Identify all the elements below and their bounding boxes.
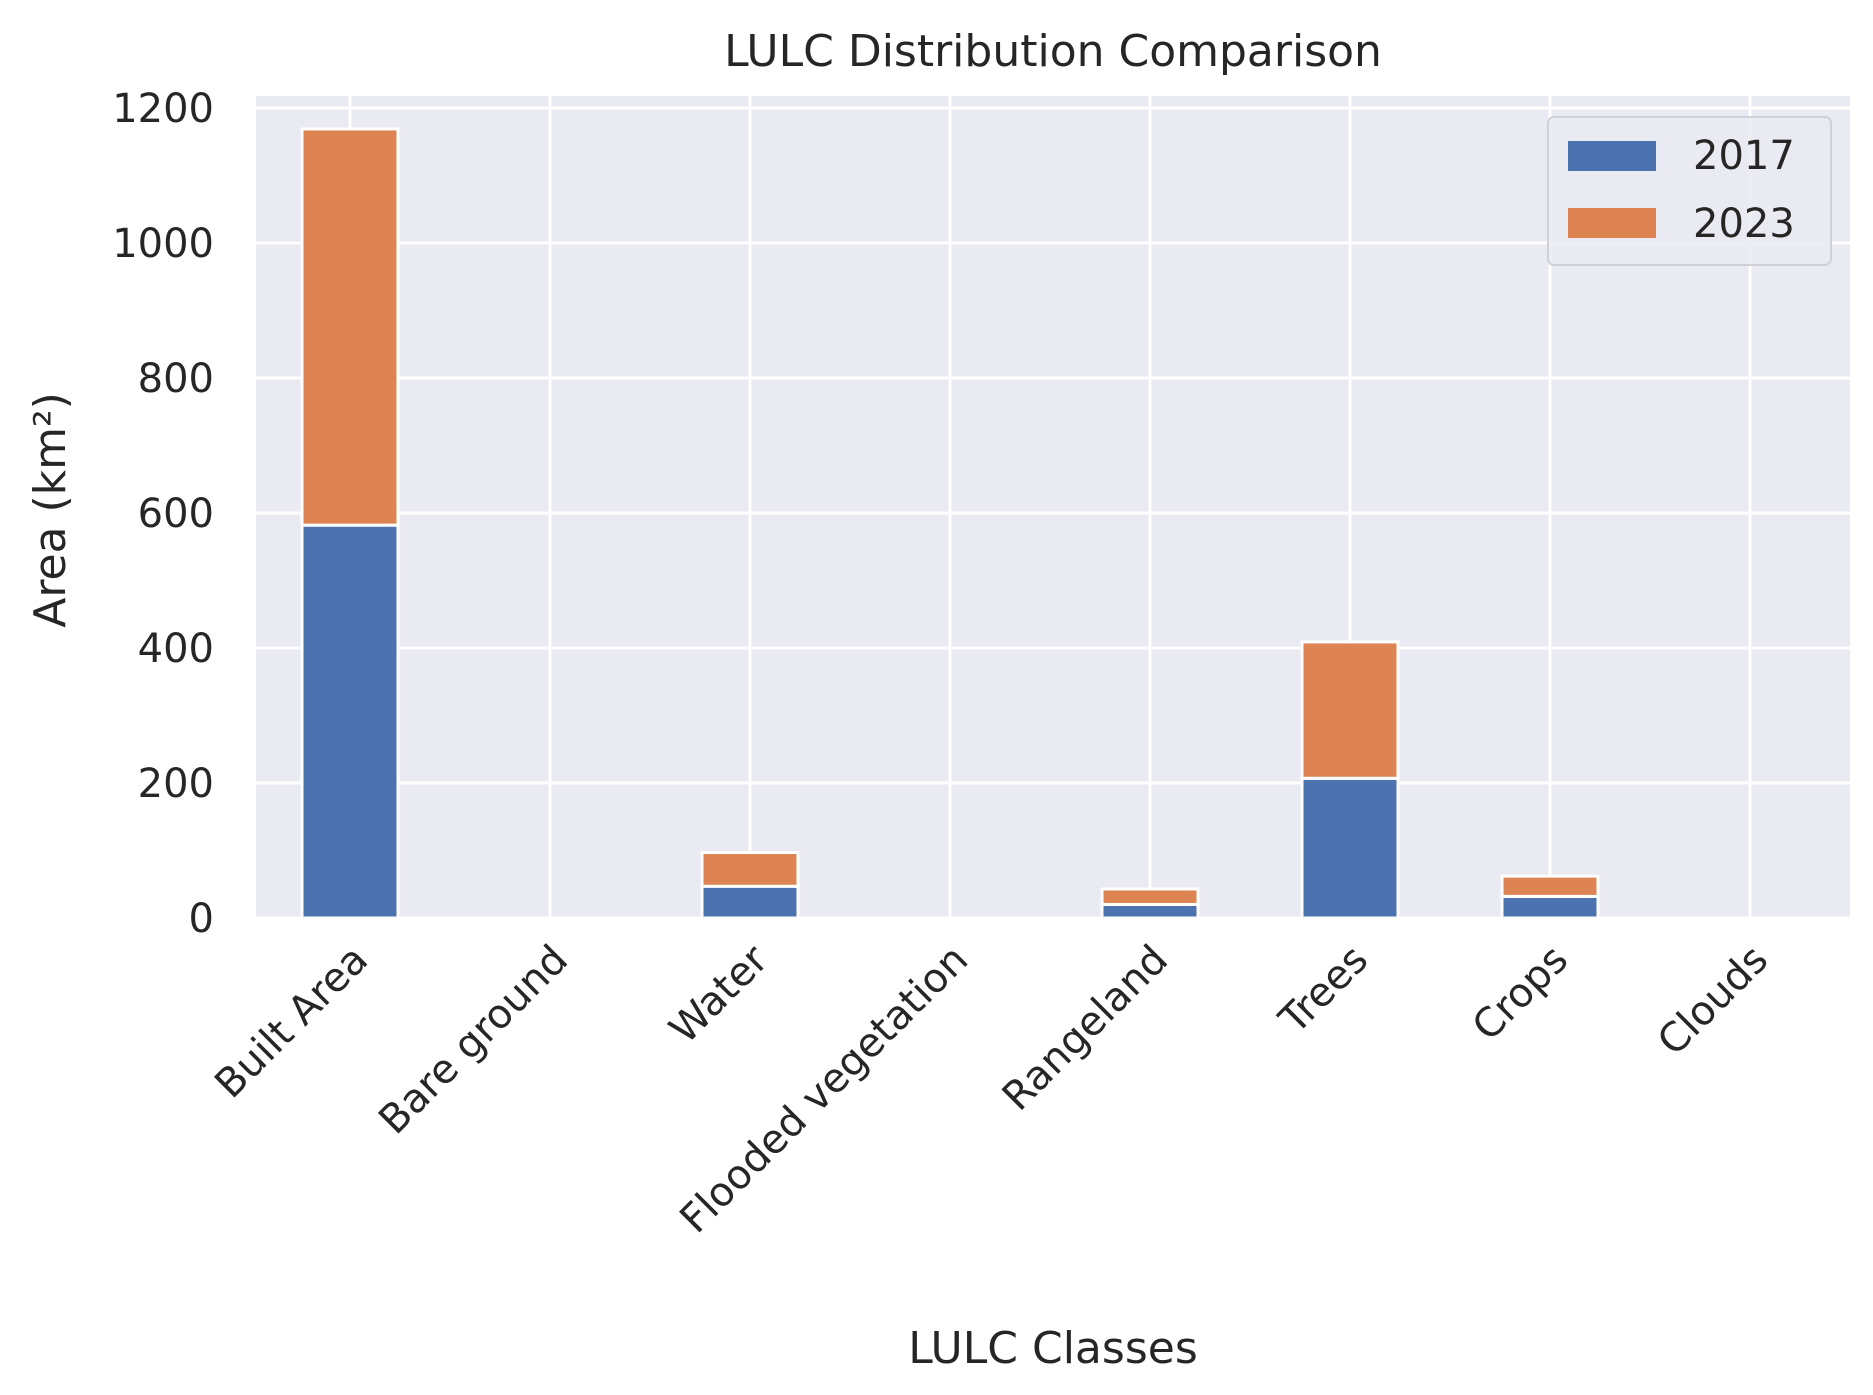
bar-2017 <box>1100 903 1200 920</box>
bar-2023 <box>300 127 400 527</box>
bar-2017 <box>700 884 800 920</box>
legend-label-2017: 2017 <box>1693 133 1795 179</box>
x-axis-label: LULC Classes <box>908 1323 1198 1374</box>
y-tick-labels: 0 200 400 600 800 1000 1200 <box>112 86 214 942</box>
y-tick-label: 1200 <box>112 86 214 132</box>
y-tick-label: 0 <box>189 896 214 942</box>
bar-2017 <box>300 523 400 920</box>
chart-title: LULC Distribution Comparison <box>724 26 1382 77</box>
bar-2023 <box>1300 640 1400 780</box>
y-tick-label: 400 <box>138 626 214 672</box>
y-tick-label: 800 <box>138 356 214 402</box>
bar-2017 <box>1300 776 1400 920</box>
y-tick-label: 200 <box>138 761 214 807</box>
legend-swatch-2017 <box>1568 141 1656 171</box>
y-axis-label: Area (km²) <box>25 392 76 628</box>
bars <box>300 127 1600 920</box>
legend-label-2023: 2023 <box>1693 201 1795 247</box>
bar-2023 <box>1500 874 1600 898</box>
bar-2023 <box>700 851 800 888</box>
y-tick-label: 1000 <box>112 221 214 267</box>
bar-2023 <box>1100 887 1200 906</box>
legend-swatch-2023 <box>1568 208 1656 238</box>
bar-2017 <box>1500 894 1600 920</box>
legend: 2017 2023 <box>1547 116 1832 266</box>
y-tick-label: 600 <box>138 491 214 537</box>
